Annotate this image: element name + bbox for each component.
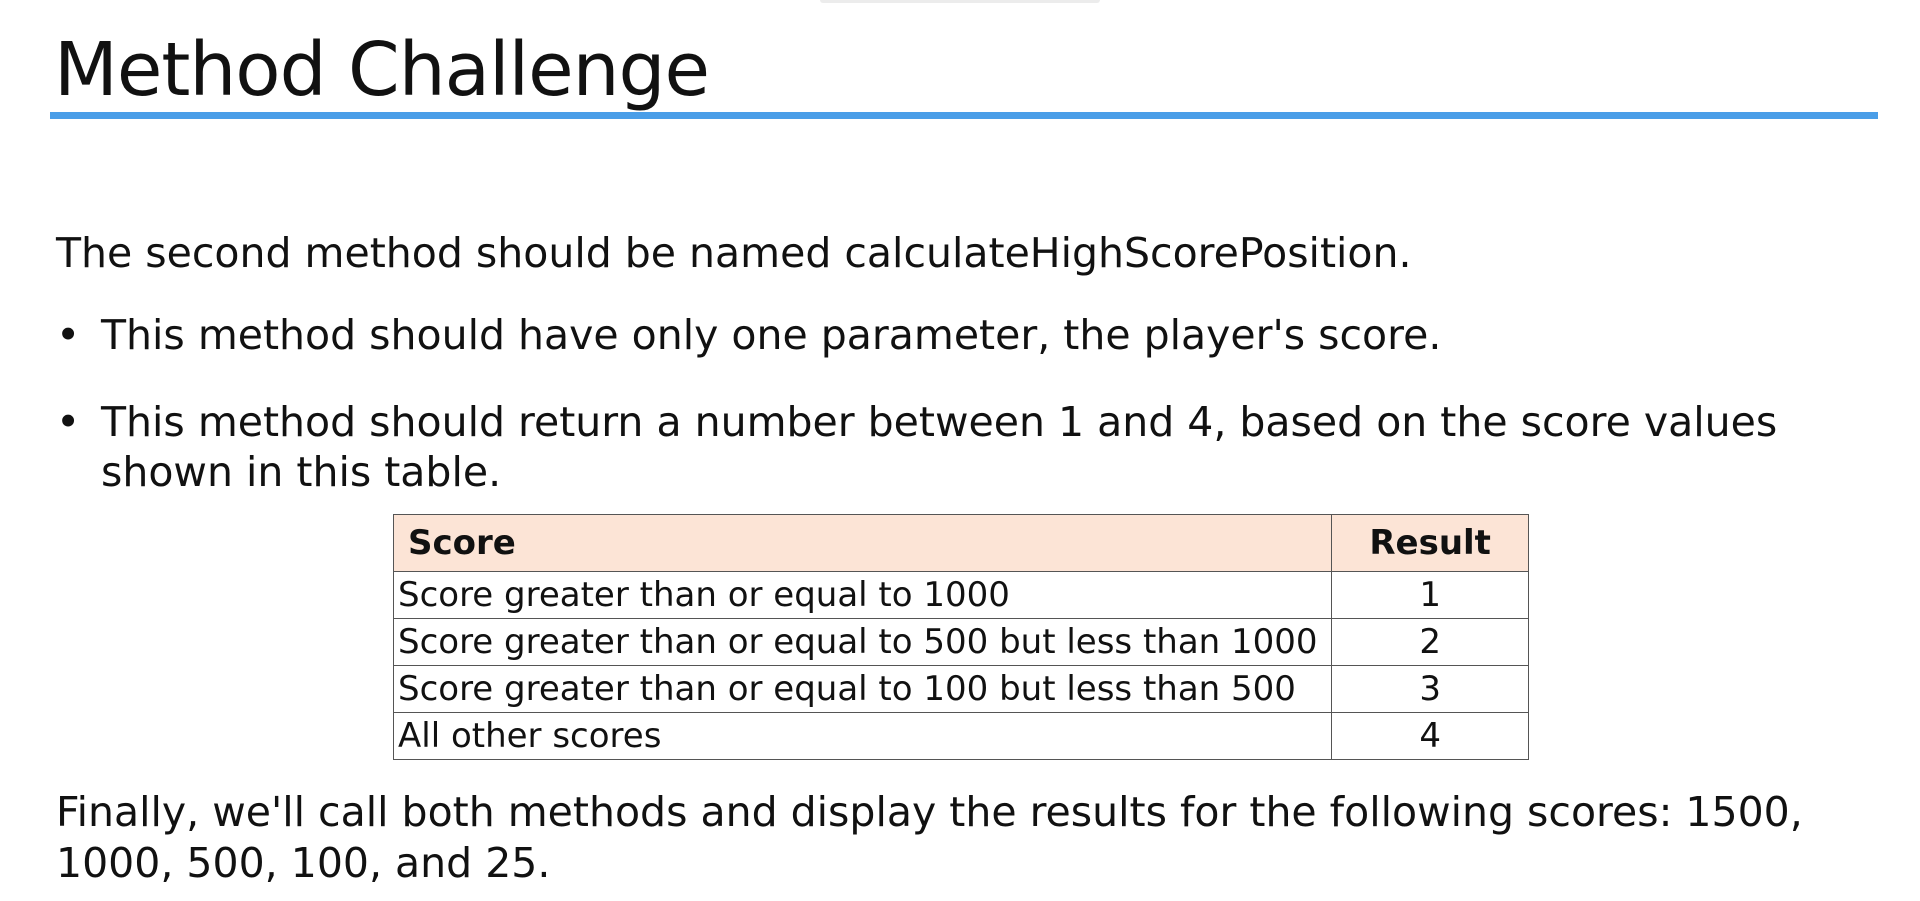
bullet-text: This method should have only one paramet… — [101, 311, 1442, 359]
outro-text: Finally, we'll call both methods and dis… — [56, 788, 1803, 887]
table-header-row: Score Result — [392, 514, 1529, 572]
score-result-table: Score Result Score greater than or equal… — [392, 514, 1529, 760]
bullet-text: This method should return a number betwe… — [101, 398, 1778, 496]
score-cell: All other scores — [392, 712, 1333, 760]
table-row: Score greater than or equal to 500 but l… — [392, 618, 1529, 666]
result-cell: 1 — [1331, 571, 1529, 619]
title-underline — [50, 112, 1878, 119]
slide-title: Method Challenge — [54, 27, 710, 113]
header-score: Score — [392, 514, 1333, 572]
intro-text: The second method should be named calcul… — [56, 229, 1412, 277]
result-cell: 4 — [1331, 712, 1529, 760]
score-cell: Score greater than or equal to 100 but l… — [392, 665, 1333, 713]
table-row: Score greater than or equal to 1000 1 — [392, 571, 1529, 619]
table-row: Score greater than or equal to 100 but l… — [392, 665, 1529, 713]
header-result: Result — [1331, 514, 1529, 572]
score-cell: Score greater than or equal to 1000 — [392, 571, 1333, 619]
top-tab-handle — [820, 0, 1100, 3]
bullet-marker: • — [56, 398, 81, 446]
score-cell: Score greater than or equal to 500 but l… — [392, 618, 1333, 666]
result-cell: 2 — [1331, 618, 1529, 666]
bullet-marker: • — [56, 311, 81, 359]
result-cell: 3 — [1331, 665, 1529, 713]
bullet-item: • This method should return a number bet… — [56, 397, 1886, 497]
bullet-item: • This method should have only one param… — [56, 310, 1886, 360]
bullet-list: • This method should have only one param… — [56, 310, 1886, 534]
table-row: All other scores 4 — [392, 712, 1529, 760]
